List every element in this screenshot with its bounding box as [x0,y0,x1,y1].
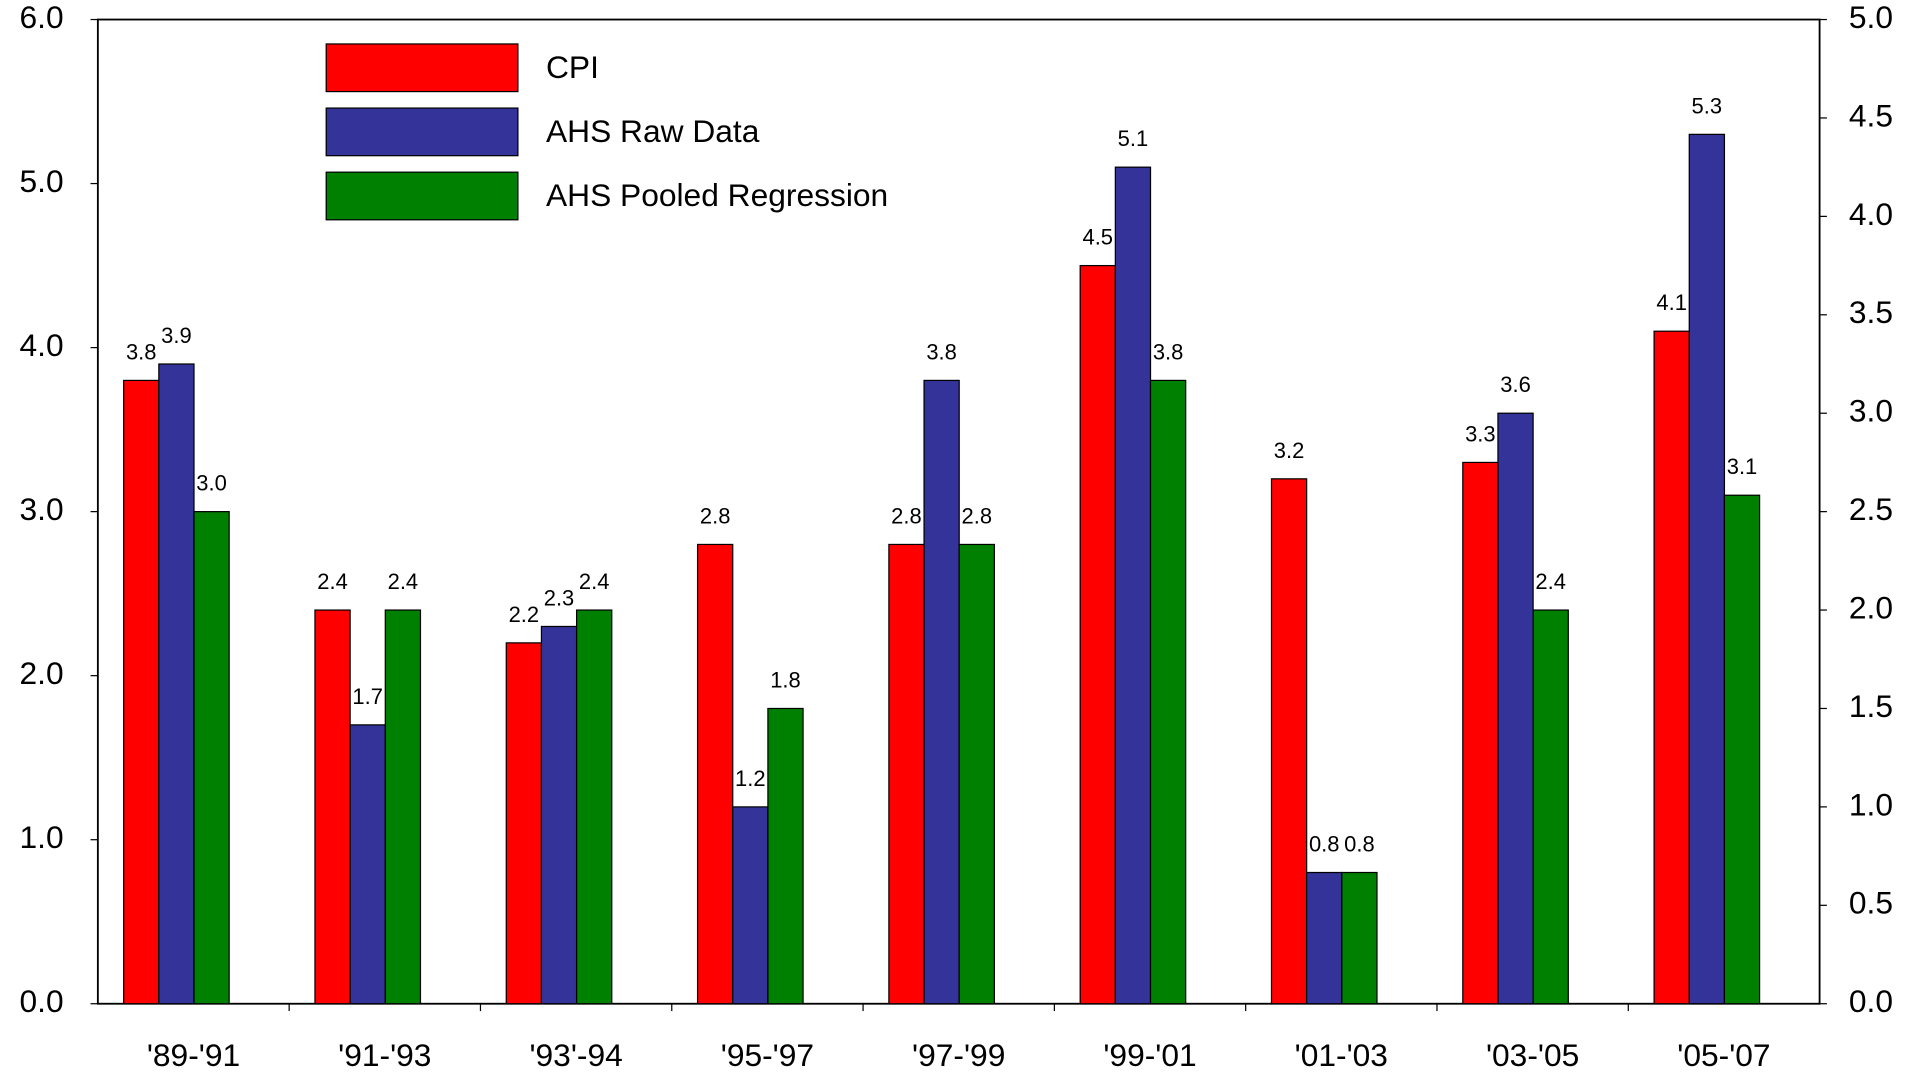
value-label: 5.3 [1692,93,1723,118]
value-label: 3.9 [161,323,192,348]
legend-swatch [325,107,519,157]
y2-tick-label: 1.5 [1849,688,1893,724]
y2-tick-label: 3.5 [1849,294,1893,330]
legend-label: AHS Raw Data [546,113,760,149]
y2-tick-label: 0.0 [1849,983,1893,1019]
x-tick-label: '99-'01 [1103,1037,1196,1073]
value-label: 2.8 [891,503,922,528]
y-tick-label: 1.0 [20,819,64,855]
y-tick-label: 3.0 [20,491,64,527]
bar [1341,871,1378,1005]
bar [1532,609,1569,1005]
value-label: 2.4 [579,569,610,594]
legend-swatch [325,171,519,221]
bar [540,625,578,1005]
bar [923,379,960,1005]
y-tick-label: 5.0 [20,163,64,199]
bar [505,642,543,1005]
value-label: 0.8 [1309,831,1340,856]
value-label: 2.4 [1535,569,1566,594]
bar [1270,478,1308,1005]
bar [123,379,160,1005]
bar [1079,264,1116,1005]
bar [1306,871,1343,1005]
value-label: 4.5 [1082,225,1113,250]
bar [193,511,230,1005]
y-tick-label: 2.0 [20,655,64,691]
y2-tick-label: 2.0 [1849,589,1893,625]
value-label: 3.2 [1274,438,1305,463]
bar [384,609,422,1005]
legend-label: AHS Pooled Regression [546,177,888,213]
value-label: 3.1 [1727,454,1758,479]
value-label: 3.3 [1465,421,1496,446]
value-label: 2.8 [962,503,993,528]
bar [1497,412,1534,1005]
bar [888,543,925,1005]
bar [1149,379,1187,1005]
bar [696,543,734,1005]
bar [349,724,386,1005]
bar [958,543,995,1005]
x-tick-label: '97-'99 [912,1037,1005,1073]
value-label: 5.1 [1118,126,1149,151]
x-tick-label: '91-'93 [338,1037,431,1073]
y2-tick-label: 1.0 [1849,786,1893,822]
value-label: 2.8 [700,503,731,528]
bar [1114,166,1152,1005]
y2-tick-label: 3.0 [1849,393,1893,429]
value-label: 0.8 [1344,831,1375,856]
y2-tick-label: 4.5 [1849,97,1893,133]
y-tick-label: 4.0 [20,327,64,363]
value-label: 4.1 [1656,290,1687,315]
y2-tick-label: 2.5 [1849,491,1893,527]
bar [767,707,804,1005]
value-label: 1.8 [770,667,801,692]
x-tick-label: '03-'05 [1486,1037,1579,1073]
y2-tick-label: 0.5 [1849,885,1893,921]
value-label: 3.8 [926,339,957,364]
y-tick-label: 0.0 [20,983,64,1019]
bar [1688,133,1726,1005]
legend-swatch [325,43,519,93]
value-label: 2.4 [388,569,419,594]
x-tick-label: '05-'07 [1677,1037,1770,1073]
value-label: 2.3 [544,585,575,610]
x-tick-label: '89-'91 [147,1037,240,1073]
legend-label: CPI [546,49,599,85]
bar [314,609,351,1005]
value-label: 3.0 [196,471,227,496]
bar [732,806,769,1005]
value-label: 2.4 [317,569,348,594]
bar [158,363,195,1005]
bar [1653,330,1690,1005]
value-label: 2.2 [509,602,540,627]
bar [1462,461,1499,1005]
value-label: 3.8 [126,339,157,364]
x-tick-label: '01-'03 [1295,1037,1388,1073]
x-tick-label: '95-'97 [721,1037,814,1073]
value-label: 3.8 [1153,339,1184,364]
value-label: 1.7 [352,684,383,709]
bar [1723,494,1761,1005]
bar [575,609,613,1005]
value-label: 3.6 [1500,372,1531,397]
y2-tick-label: 5.0 [1849,0,1893,35]
y-tick-label: 6.0 [20,0,64,35]
value-label: 1.2 [735,766,766,791]
x-tick-label: '93'-94 [529,1037,622,1073]
y2-tick-label: 4.0 [1849,196,1893,232]
